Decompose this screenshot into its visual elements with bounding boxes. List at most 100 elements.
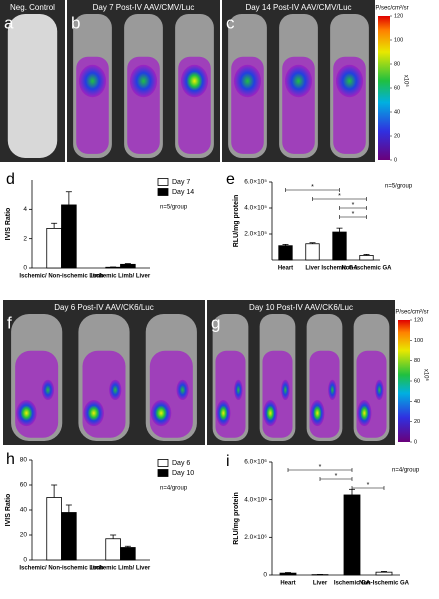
panel-title: Day 6 Post-IV AAV/CK6/Luc	[54, 303, 153, 312]
colorbar-tick-label: 40	[394, 109, 400, 115]
signal-hot	[129, 64, 158, 98]
colorbar-tick-label: 100	[414, 338, 423, 344]
y-tick-label: 0	[263, 572, 267, 579]
y-tick-label: 6.0×10⁵	[244, 179, 267, 186]
y-tick-label: 80	[20, 457, 28, 464]
bar	[359, 255, 374, 261]
bar	[46, 227, 62, 269]
y-axis-label: RLU/mg protein	[233, 195, 240, 248]
significance-star: *	[335, 473, 338, 480]
signal-hot	[284, 64, 313, 98]
bar	[46, 497, 62, 561]
legend-swatch	[157, 459, 169, 467]
colorbar-unit: P/sec/cm²/sr	[395, 310, 428, 316]
significance-star: *	[338, 193, 341, 200]
note: n=4/group	[392, 468, 420, 474]
y-tick-label: 2.0×10⁶	[244, 534, 267, 541]
colorbar-tick-label: 120	[394, 13, 403, 19]
x-tick-label: Liver	[305, 266, 320, 272]
bar	[61, 204, 77, 269]
y-tick-label: 20	[20, 532, 28, 539]
signal-hot	[263, 400, 278, 427]
error-bar	[65, 504, 72, 513]
x-tick-label: Ischemic/ Non-ischemic Limb	[19, 274, 104, 280]
colorbar-scale: x10⁶	[422, 369, 429, 382]
note: n=5/group	[385, 184, 413, 190]
y-tick-label: 2.0×10⁵	[244, 231, 267, 238]
y-axis-label: IVIS Ratio	[5, 208, 12, 241]
bar	[279, 572, 297, 576]
bar	[120, 547, 136, 561]
significance-star: *	[352, 202, 355, 209]
panel-label: d	[6, 171, 15, 188]
bar	[375, 571, 393, 576]
bar	[278, 245, 293, 261]
colorbar-tick-label: 80	[414, 358, 420, 364]
error-bar	[65, 191, 72, 205]
panel-label: h	[6, 451, 15, 468]
panel-label: g	[211, 313, 220, 332]
legend-label: Day 10	[172, 470, 194, 477]
x-tick-label: Ischemic GA	[334, 581, 371, 587]
legend-label: Day 14	[172, 189, 194, 196]
bar	[305, 243, 320, 261]
colorbar	[398, 320, 410, 442]
panel-title: Neg. Control	[10, 3, 55, 12]
panel-label: a	[4, 13, 14, 32]
y-axis-label: IVIS Ratio	[5, 494, 12, 527]
significance-star: *	[319, 464, 322, 471]
y-tick-label: 4.0×10⁶	[244, 496, 267, 503]
x-tick-label: Ischemic Limb/ Liver	[91, 274, 151, 280]
x-tick-label: Ischemic/ Non-ischemic Limb	[19, 566, 104, 572]
colorbar-tick-label: 20	[394, 133, 400, 139]
panel-title: Day 10 Post-IV AAV/CK6/Luc	[249, 303, 353, 312]
significance-star: *	[311, 184, 314, 191]
signal-hot	[176, 379, 189, 401]
error-bar	[349, 488, 355, 495]
colorbar-tick-label: 0	[394, 157, 397, 163]
note: n=5/group	[160, 205, 188, 211]
signal-hot	[310, 400, 325, 427]
signal-hot	[281, 379, 290, 401]
bar	[120, 263, 136, 269]
error-bar	[51, 222, 58, 229]
signal-hot	[328, 379, 337, 401]
colorbar-tick-label: 20	[414, 419, 420, 425]
x-tick-label: Heart	[280, 581, 295, 587]
signal-hot	[78, 64, 107, 98]
x-tick-label: Non-Ischemic GA	[341, 266, 392, 272]
signal-hot	[180, 64, 209, 98]
y-tick-label: 40	[20, 507, 28, 514]
y-tick-label: 60	[20, 482, 28, 489]
signal-hot	[41, 379, 55, 401]
panel-title: Day 14 Post-IV AAV/CMV/Luc	[245, 3, 351, 12]
y-tick-label: 2	[23, 235, 27, 242]
legend-label: Day 7	[172, 179, 190, 186]
signal-hot	[375, 379, 384, 401]
signal-hot	[16, 400, 37, 427]
colorbar-tick-label: 0	[414, 439, 417, 445]
y-tick-label: 6.0×10⁶	[244, 459, 267, 466]
x-tick-label: Heart	[278, 266, 293, 272]
x-tick-label: Ischemic Limb/ Liver	[91, 566, 151, 572]
colorbar	[378, 16, 390, 160]
error-bar	[51, 484, 58, 498]
legend-swatch	[157, 469, 169, 477]
signal-hot	[216, 400, 231, 427]
bar	[105, 538, 121, 561]
bar	[332, 231, 347, 261]
panel-title: Day 7 Post-IV AAV/CMV/Luc	[93, 3, 195, 12]
panel-label: c	[226, 13, 235, 32]
panel-label: f	[7, 313, 12, 332]
bar	[343, 494, 361, 576]
significance-star: *	[352, 211, 355, 218]
x-tick-label: Liver	[313, 581, 328, 587]
panel-label: b	[71, 13, 80, 32]
y-tick-label: 4	[23, 206, 27, 213]
signal-hot	[150, 400, 172, 427]
legend-label: Day 6	[172, 460, 190, 467]
error-bar	[110, 534, 117, 539]
colorbar-tick-label: 60	[394, 85, 400, 91]
significance-star: *	[367, 482, 370, 489]
